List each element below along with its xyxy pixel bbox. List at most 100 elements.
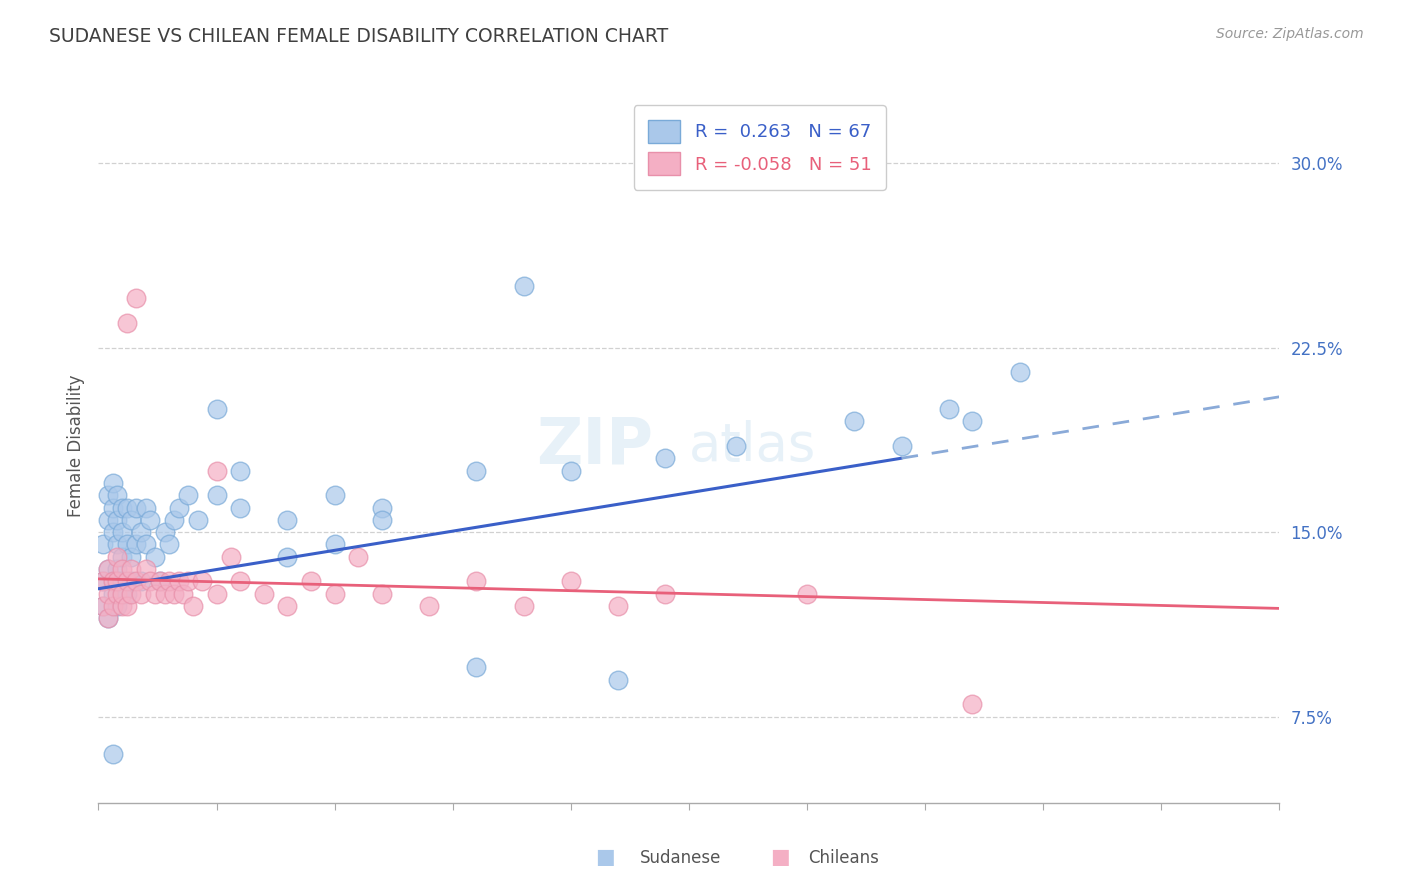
Point <box>129 574 152 589</box>
Point <box>97 587 120 601</box>
Point <box>844 414 866 428</box>
Text: Sudanese: Sudanese <box>640 849 721 867</box>
Text: ZIP: ZIP <box>537 415 654 477</box>
Point <box>111 549 134 564</box>
Point <box>890 439 912 453</box>
Point <box>153 587 176 601</box>
Point <box>143 549 166 564</box>
Text: ■: ■ <box>770 847 790 867</box>
Point <box>111 587 134 601</box>
Point <box>205 587 228 601</box>
Point <box>725 439 748 453</box>
Point <box>962 414 984 428</box>
Point <box>347 549 370 564</box>
Point <box>91 574 114 589</box>
Text: ■: ■ <box>595 847 614 867</box>
Point <box>205 402 228 417</box>
Point <box>111 587 134 601</box>
Y-axis label: Female Disability: Female Disability <box>66 375 84 517</box>
Point <box>229 464 252 478</box>
Point <box>105 549 128 564</box>
Point <box>129 587 152 601</box>
Point <box>371 513 394 527</box>
Point <box>512 279 534 293</box>
Point <box>105 574 128 589</box>
Point <box>323 587 346 601</box>
Point <box>219 549 242 564</box>
Point <box>299 574 322 589</box>
Point <box>177 574 200 589</box>
Point <box>115 316 138 330</box>
Point <box>177 488 200 502</box>
Point <box>205 464 228 478</box>
Point <box>205 488 228 502</box>
Point <box>101 525 124 540</box>
Point <box>135 500 157 515</box>
Point <box>115 587 138 601</box>
Point <box>163 587 186 601</box>
Point <box>101 599 124 613</box>
Point <box>115 537 138 551</box>
Point <box>111 525 134 540</box>
Point <box>121 513 143 527</box>
Point <box>153 525 176 540</box>
Point <box>121 587 143 601</box>
Point <box>97 562 120 576</box>
Point <box>129 525 152 540</box>
Point <box>157 537 180 551</box>
Point <box>101 500 124 515</box>
Point <box>229 574 252 589</box>
Text: SUDANESE VS CHILEAN FEMALE DISABILITY CORRELATION CHART: SUDANESE VS CHILEAN FEMALE DISABILITY CO… <box>49 27 668 45</box>
Point <box>97 611 120 625</box>
Point <box>187 513 209 527</box>
Point <box>105 488 128 502</box>
Point <box>139 574 162 589</box>
Point <box>97 513 120 527</box>
Point <box>125 291 148 305</box>
Point <box>167 500 190 515</box>
Point <box>229 500 252 515</box>
Point <box>125 574 148 589</box>
Point <box>167 574 190 589</box>
Point <box>135 562 157 576</box>
Point <box>143 587 166 601</box>
Point <box>560 574 582 589</box>
Point <box>163 513 186 527</box>
Point <box>276 549 298 564</box>
Point <box>181 599 204 613</box>
Point <box>465 464 488 478</box>
Point <box>796 587 818 601</box>
Point <box>962 698 984 712</box>
Point <box>97 562 120 576</box>
Point <box>607 673 630 687</box>
Point <box>371 587 394 601</box>
Point <box>91 574 114 589</box>
Point <box>253 587 276 601</box>
Point <box>607 599 630 613</box>
Point <box>149 574 172 589</box>
Point <box>105 513 128 527</box>
Point <box>101 574 124 589</box>
Text: Source: ZipAtlas.com: Source: ZipAtlas.com <box>1216 27 1364 41</box>
Point <box>101 574 124 589</box>
Point <box>654 587 676 601</box>
Point <box>115 574 138 589</box>
Point <box>125 537 148 551</box>
Point <box>111 562 134 576</box>
Point <box>323 488 346 502</box>
Point <box>276 599 298 613</box>
Point <box>101 747 124 761</box>
Legend: R =  0.263   N = 67, R = -0.058   N = 51: R = 0.263 N = 67, R = -0.058 N = 51 <box>634 105 886 190</box>
Point <box>125 500 148 515</box>
Point <box>512 599 534 613</box>
Point <box>105 562 128 576</box>
Point <box>139 513 162 527</box>
Point <box>172 587 194 601</box>
Point <box>465 574 488 589</box>
Text: atlas: atlas <box>689 420 817 472</box>
Point <box>101 475 124 490</box>
Point <box>276 513 298 527</box>
Point <box>105 537 128 551</box>
Point <box>121 574 143 589</box>
Point <box>121 549 143 564</box>
